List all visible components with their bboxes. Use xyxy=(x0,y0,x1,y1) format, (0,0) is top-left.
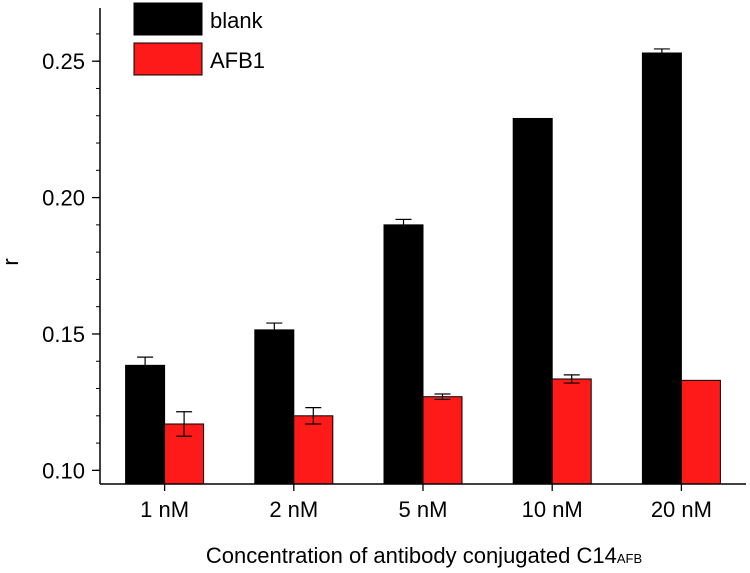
x-axis-title-subscript: AFB xyxy=(617,551,642,566)
x-tick-label: 5 nM xyxy=(399,497,448,522)
legend-swatch xyxy=(133,2,203,36)
x-axis-title-main: Concentration of antibody conjugated C14 xyxy=(206,543,617,568)
bar-afb1-5 xyxy=(680,379,721,485)
bar-blank-4 xyxy=(512,117,553,485)
x-tick-label: 1 nM xyxy=(140,497,189,522)
x-tick-label: 10 nM xyxy=(522,497,583,522)
error-bar-blank-3 xyxy=(395,218,412,231)
error-bar-afb1-2 xyxy=(305,407,322,425)
bar-afb1-2 xyxy=(293,415,334,485)
y-tick-label: 0.10 xyxy=(42,458,85,483)
bar-blank-5 xyxy=(641,52,682,485)
error-bar-blank-2 xyxy=(266,322,283,338)
x-axis-title: Concentration of antibody conjugated C14… xyxy=(206,543,642,568)
y-tick-label: 0.25 xyxy=(42,49,85,74)
error-bar-blank-5 xyxy=(653,48,670,58)
bar-blank-1 xyxy=(125,364,166,485)
bar-afb1-4 xyxy=(551,378,592,485)
legend-swatch xyxy=(133,42,203,76)
error-bar-blank-1 xyxy=(137,356,154,375)
bar-blank-2 xyxy=(254,329,295,485)
x-tick-label: 2 nM xyxy=(269,497,318,522)
error-bar-afb1-3 xyxy=(434,393,451,401)
error-bar-afb1-4 xyxy=(563,374,580,384)
legend: blank AFB1 xyxy=(133,2,265,76)
y-tick-label: 0.20 xyxy=(42,186,85,211)
bar-blank-3 xyxy=(383,224,424,485)
x-tick-label: 20 nM xyxy=(651,497,712,522)
bar-afb1-3 xyxy=(422,396,463,485)
legend-label: AFB1 xyxy=(210,48,265,73)
error-bar-afb1-1 xyxy=(176,411,193,437)
plot-area: 1 nM 2 nM 5 nM 10 nM 20 nM 0.10 0.15 0.20 0.25 xyxy=(42,8,746,522)
y-tick-label: 0.15 xyxy=(42,322,85,347)
legend-label: blank xyxy=(210,8,264,33)
legend-item-blank: blank xyxy=(133,2,264,36)
y-axis-title: r xyxy=(0,258,23,265)
legend-item-afb1: AFB1 xyxy=(133,42,265,76)
